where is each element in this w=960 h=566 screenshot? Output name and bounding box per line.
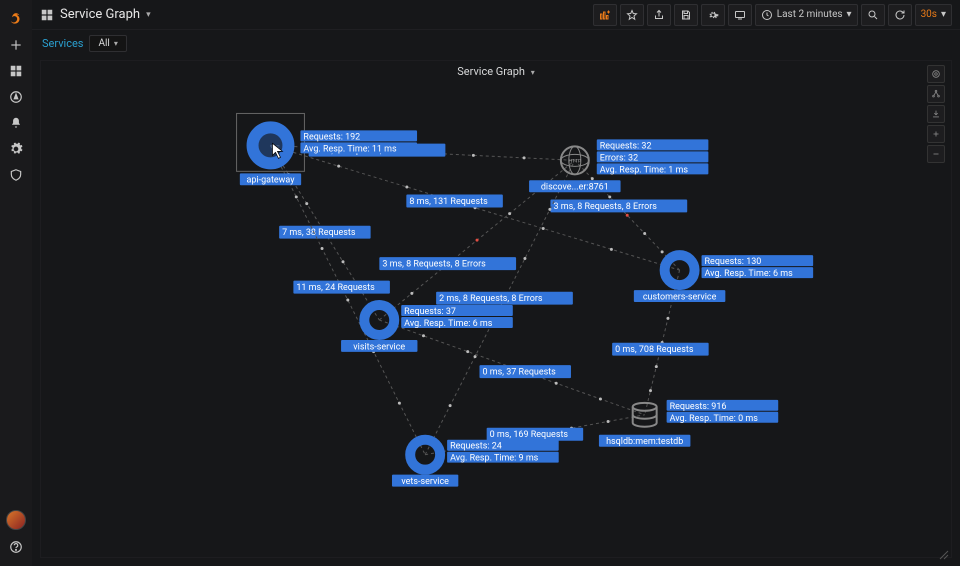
chevron-down-icon: ▾ xyxy=(114,39,118,48)
alerting-icon[interactable] xyxy=(0,110,32,136)
config-icon[interactable] xyxy=(0,136,32,162)
service-graph-svg[interactable]: 2 ms, 8 Requests, 8 Errors 7 ms, 38 Reque… xyxy=(41,83,951,557)
graph-zoom-out-button[interactable] xyxy=(927,145,945,163)
svg-text:vets-service: vets-service xyxy=(401,477,449,487)
star-button[interactable] xyxy=(620,4,644,26)
panel-service-graph: Service Graph ▾ 2 ms, 8 Requests, 8 Erro… xyxy=(40,60,952,558)
svg-text:3 ms, 8 Requests, 8 Errors: 3 ms, 8 Requests, 8 Errors xyxy=(553,202,657,212)
refresh-interval-text: 30s xyxy=(921,9,937,20)
settings-button[interactable] xyxy=(701,4,725,26)
chevron-down-icon: ▾ xyxy=(847,9,852,20)
svg-text:api-gateway: api-gateway xyxy=(247,176,296,186)
svg-text:customers-service: customers-service xyxy=(643,292,717,302)
left-nav xyxy=(0,0,32,566)
svg-text:2 ms, 8 Requests, 8 Errors: 2 ms, 8 Requests, 8 Errors xyxy=(439,294,543,304)
svg-text:Requests: 130: Requests: 130 xyxy=(705,257,762,267)
cycle-view-button[interactable] xyxy=(728,4,752,26)
graph-node-api-gateway[interactable]: api-gateway Requests: 192 Avg. Resp. Time:… xyxy=(237,113,417,185)
plus-icon[interactable] xyxy=(0,32,32,58)
template-variables-row: Services All ▾ xyxy=(32,30,960,56)
zoom-out-button[interactable] xyxy=(861,4,885,26)
svg-text:11 ms, 24 Requests: 11 ms, 24 Requests xyxy=(296,283,375,293)
graph-layout-button[interactable] xyxy=(927,85,945,103)
refresh-interval-picker[interactable]: 30s ▾ xyxy=(915,4,952,26)
svg-text:Avg. Resp. Time: 6 ms: Avg. Resp. Time: 6 ms xyxy=(705,269,794,279)
graph-edge[interactable]: 0 ms, 37 Requests xyxy=(379,320,644,415)
svg-text:7 ms, 38 Requests: 7 ms, 38 Requests xyxy=(282,228,356,238)
graph-node-visits-service[interactable]: visits-service Requests: 37 Avg. Resp. Tim… xyxy=(341,305,513,352)
svg-text:Requests: 37: Requests: 37 xyxy=(404,307,456,317)
svg-text:discove...er:8761: discove...er:8761 xyxy=(541,183,609,193)
chevron-down-icon: ▾ xyxy=(531,68,535,77)
dashboard-toolbar: Service Graph ▾ Last 2 minutes ▾ xyxy=(32,0,960,30)
graph-controls xyxy=(927,65,945,163)
shield-icon[interactable] xyxy=(0,162,32,188)
variable-value-text: All xyxy=(98,38,109,49)
user-avatar[interactable] xyxy=(6,510,26,530)
svg-text:3 ms, 8 Requests, 8 Errors: 3 ms, 8 Requests, 8 Errors xyxy=(382,259,486,269)
main-area: Service Graph ▾ Last 2 minutes ▾ xyxy=(32,0,960,566)
svg-text:0 ms, 708 Requests: 0 ms, 708 Requests xyxy=(615,345,694,355)
panel-title-dropdown[interactable]: Service Graph ▾ xyxy=(41,61,951,82)
graph-fit-button[interactable] xyxy=(927,65,945,83)
graph-zoom-in-button[interactable] xyxy=(927,125,945,143)
refresh-button[interactable] xyxy=(888,4,912,26)
graph-canvas[interactable]: 2 ms, 8 Requests, 8 Errors 7 ms, 38 Reque… xyxy=(41,83,951,557)
svg-text:Avg. Resp. Time: 9 ms: Avg. Resp. Time: 9 ms xyxy=(450,454,539,464)
add-panel-button[interactable] xyxy=(593,4,617,26)
svg-text:visits-service: visits-service xyxy=(353,342,405,352)
graph-edge[interactable]: 11 ms, 24 Requests xyxy=(270,145,425,454)
save-button[interactable] xyxy=(674,4,698,26)
grafana-logo-icon[interactable] xyxy=(0,6,32,32)
svg-text:0 ms, 37 Requests: 0 ms, 37 Requests xyxy=(482,368,556,378)
time-range-picker[interactable]: Last 2 minutes ▾ xyxy=(755,4,858,26)
panel-resize-handle[interactable] xyxy=(939,545,949,555)
svg-text:Requests: 192: Requests: 192 xyxy=(303,132,360,142)
explore-icon[interactable] xyxy=(0,84,32,110)
svg-text:Requests: 32: Requests: 32 xyxy=(600,141,652,151)
svg-text:Avg. Resp. Time: 11 ms: Avg. Resp. Time: 11 ms xyxy=(303,144,397,154)
svg-text:Requests: 24: Requests: 24 xyxy=(450,442,502,452)
graph-node-vets-service[interactable]: vets-service Requests: 24 Avg. Resp. Time:… xyxy=(392,440,559,487)
variable-value-services[interactable]: All ▾ xyxy=(89,35,126,52)
svg-text:8 ms, 131 Requests: 8 ms, 131 Requests xyxy=(409,197,488,207)
chevron-down-icon: ▾ xyxy=(941,9,946,20)
graph-edge[interactable]: 3 ms, 8 Requests, 8 Errors xyxy=(550,160,687,270)
svg-text:Avg. Resp. Time: 1 ms: Avg. Resp. Time: 1 ms xyxy=(600,165,689,175)
variable-label-services: Services xyxy=(42,37,83,50)
svg-text:hsqldb:mem:testdb: hsqldb:mem:testdb xyxy=(606,437,683,447)
panel-title-text: Service Graph xyxy=(457,65,525,78)
svg-text:Errors: 32: Errors: 32 xyxy=(600,153,638,163)
dashboard-title-text: Service Graph xyxy=(60,7,140,22)
svg-text:Requests: 916: Requests: 916 xyxy=(670,402,727,412)
share-button[interactable] xyxy=(647,4,671,26)
dashboards-icon[interactable] xyxy=(0,58,32,84)
svg-text:HTTP: HTTP xyxy=(569,158,582,164)
graph-download-button[interactable] xyxy=(927,105,945,123)
graph-node-db[interactable]: hsqldb:mem:testdb Requests: 916 Avg. Resp.… xyxy=(599,400,778,447)
time-range-text: Last 2 minutes xyxy=(777,9,843,20)
graph-node-customers-service[interactable]: customers-service Requests: 130 Avg. Resp.… xyxy=(634,255,813,302)
dashboard-title-dropdown[interactable]: Service Graph ▾ xyxy=(40,7,151,22)
svg-text:Avg. Resp. Time: 6 ms: Avg. Resp. Time: 6 ms xyxy=(404,319,493,329)
help-icon[interactable] xyxy=(0,534,32,560)
graph-node-discovery[interactable]: HTTP discove...er:8761 Requests: 32 Errors:… xyxy=(529,139,708,192)
svg-text:0 ms, 169 Requests: 0 ms, 169 Requests xyxy=(490,430,569,440)
svg-text:Avg. Resp. Time: 0 ms: Avg. Resp. Time: 0 ms xyxy=(670,414,759,424)
chevron-down-icon: ▾ xyxy=(146,10,151,20)
